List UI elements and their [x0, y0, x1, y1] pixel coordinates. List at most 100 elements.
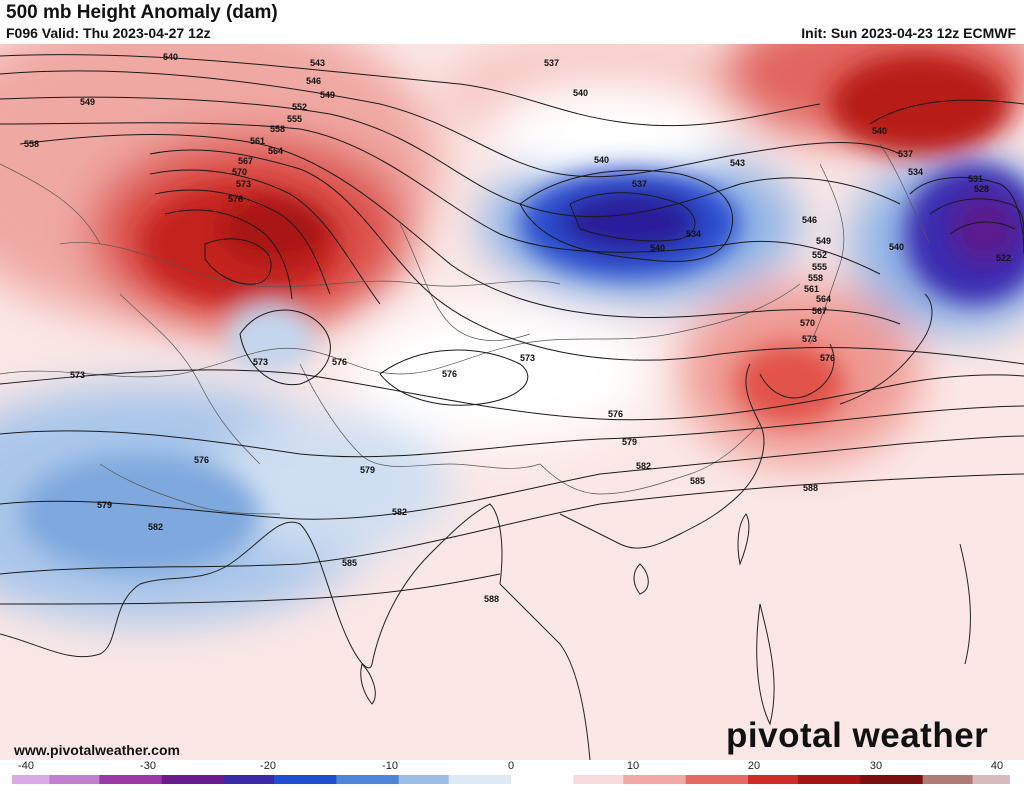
colorbar-swatch: [74, 775, 88, 784]
contour-label: 576: [332, 357, 347, 367]
colorbar-swatch: [760, 775, 774, 784]
colorbar-swatch: [211, 775, 225, 784]
colorbar-swatch: [610, 775, 624, 784]
colorbar-swatch: [373, 775, 387, 784]
contour-label: 546: [802, 215, 817, 225]
colorbar-swatch: [149, 775, 163, 784]
colorbar-ticks: -40 -30 -20 -10 0 10 20 30 40: [0, 760, 1024, 774]
colorbar-swatch: [511, 775, 525, 784]
header: 500 mb Height Anomaly (dam) F096 Valid: …: [0, 0, 1024, 44]
contour-label: 585: [690, 476, 705, 486]
contour-label: 588: [484, 594, 499, 604]
contour-label: 558: [270, 124, 285, 134]
colorbar-swatch: [698, 775, 712, 784]
height-contours: [0, 54, 1024, 605]
colorbar-swatch: [473, 775, 487, 784]
contour-label: 573: [520, 353, 535, 363]
colorbar-swatch: [298, 775, 312, 784]
colorbar-swatch: [323, 775, 337, 784]
colorbar-tick: 10: [626, 760, 640, 772]
contour-label: 582: [392, 507, 407, 517]
colorbar-swatch: [273, 775, 288, 784]
colorbar-swatch: [922, 775, 936, 784]
colorbar-swatch: [111, 775, 125, 784]
colorbar-swatch: [261, 775, 275, 784]
colorbar-swatch: [648, 775, 662, 784]
contour-label: 576: [228, 194, 243, 204]
colorbar-swatch: [560, 775, 574, 784]
colorbar-swatch: [673, 775, 687, 784]
colorbar-swatch: [99, 775, 113, 784]
contour-label: 564: [816, 294, 831, 304]
colorbar-swatch: [598, 775, 612, 784]
colorbar-swatch: [685, 775, 699, 784]
colorbar-tick: 20: [747, 760, 761, 772]
colorbar-swatch: [486, 775, 500, 784]
colorbar-swatch: [835, 775, 849, 784]
colorbar-swatch: [735, 775, 749, 784]
contour-label: 549: [80, 97, 95, 107]
contour-label: 567: [812, 306, 827, 316]
colorbar-swatch: [785, 775, 799, 784]
contour-label: 543: [730, 158, 745, 168]
colorbar-swatch: [985, 775, 999, 784]
contour-label: 558: [808, 273, 823, 283]
colorbar-swatch: [847, 775, 861, 784]
contour-label: 555: [812, 262, 827, 272]
contour-label: 540: [163, 52, 178, 62]
contour-label: 549: [320, 90, 335, 100]
colorbar-tick: -30: [140, 760, 156, 772]
colorbar-swatch: [348, 775, 362, 784]
colorbar-swatch: [86, 775, 100, 784]
map-title: 500 mb Height Anomaly (dam): [6, 2, 278, 23]
colorbar-swatch: [398, 775, 412, 784]
colorbar-swatch: [523, 775, 537, 784]
colorbar-swatch: [411, 775, 425, 784]
colorbar-swatch: [498, 775, 512, 784]
colorbar-swatch: [461, 775, 475, 784]
colorbar-swatch: [997, 775, 1010, 784]
colorbar-swatch: [972, 775, 986, 784]
map-panel: 540 543 546 549 552 555 558 561 564 567 …: [0, 44, 1024, 760]
contour-label: 561: [250, 136, 265, 146]
contour-label: 567: [238, 156, 253, 166]
contour-label: 570: [800, 318, 815, 328]
colorbar-swatch: [723, 775, 737, 784]
contour-label: 531: [968, 174, 983, 184]
coastlines: [0, 293, 971, 760]
contour-label: 570: [232, 167, 247, 177]
contour-label: 537: [544, 58, 559, 68]
colorbar-swatch: [960, 775, 974, 784]
contour-label: 576: [608, 409, 623, 419]
colorbar-swatch: [748, 775, 762, 784]
colorbar-swatch: [199, 775, 213, 784]
contour-label: 549: [816, 236, 831, 246]
colorbar-swatch: [124, 775, 138, 784]
colorbar-swatch: [286, 775, 300, 784]
colorbar-tick: 40: [990, 760, 1004, 772]
colorbar-swatch: [797, 775, 811, 784]
contour-label: 588: [803, 483, 818, 493]
contour-label: 537: [632, 179, 647, 189]
contour-label: 573: [802, 334, 817, 344]
colorbar-swatch: [548, 775, 562, 784]
contour-labels: 540 543 546 549 552 555 558 561 564 567 …: [24, 52, 1011, 604]
contour-label: 537: [898, 149, 913, 159]
colorbar-swatch: [535, 775, 550, 784]
colorbar-swatch: [772, 775, 787, 784]
contour-label: 573: [70, 370, 85, 380]
colorbar-swatch: [710, 775, 724, 784]
colorbar-swatch: [947, 775, 961, 784]
colorbar-swatch: [236, 775, 250, 784]
contour-label: 528: [974, 184, 989, 194]
colorbar-swatch: [872, 775, 886, 784]
colorbar: [12, 775, 1010, 784]
colorbar-swatch: [573, 775, 587, 784]
contour-label: 558: [24, 139, 39, 149]
colorbar-tick: -10: [382, 760, 398, 772]
contour-label: 540: [573, 88, 588, 98]
country-borders: [0, 143, 931, 515]
colorbar-swatch: [136, 775, 150, 784]
colorbar-swatch: [224, 775, 238, 784]
colorbar-swatch: [436, 775, 450, 784]
